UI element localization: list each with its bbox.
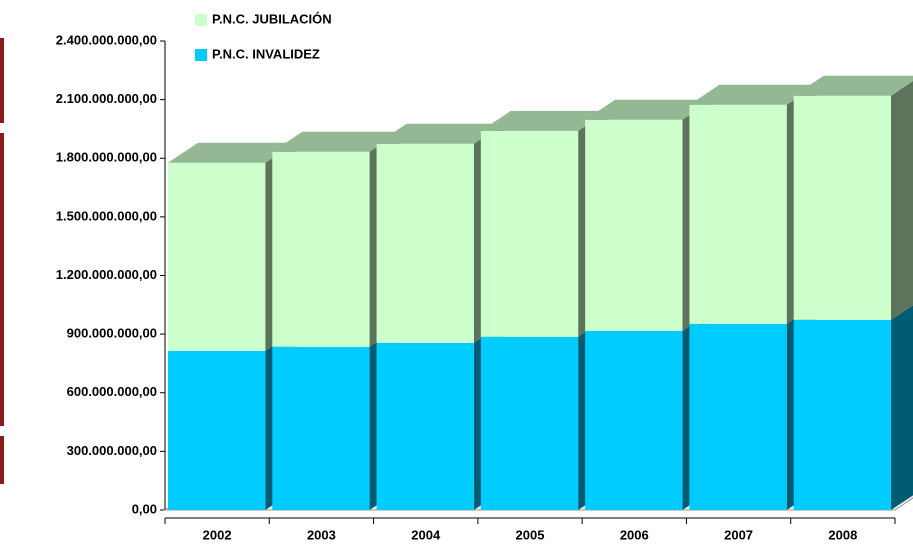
bar (480, 336, 579, 510)
decoration (0, 133, 4, 426)
x-tick-label: 2007 (724, 527, 753, 542)
bar (585, 119, 683, 331)
bar (480, 130, 579, 337)
legend-swatch (195, 49, 207, 61)
y-tick-label: 600.000.000,00 (67, 384, 157, 399)
y-tick-label: 2.400.000.000,00 (56, 32, 157, 47)
y-tick-label: 300.000.000,00 (67, 443, 157, 458)
bar (168, 162, 266, 351)
bar-top (585, 99, 713, 120)
bar-top (168, 142, 296, 163)
bar (585, 330, 683, 510)
legend-label: P.N.C. INVALIDEZ (212, 46, 320, 61)
bar-top (480, 110, 609, 131)
bar (376, 342, 474, 510)
x-tick-label: 2006 (620, 527, 649, 542)
bar (793, 319, 891, 510)
bar-top (376, 123, 504, 144)
bar-top (793, 75, 913, 96)
bar (272, 346, 370, 510)
bar (168, 350, 266, 510)
y-tick-label: 1.500.000.000,00 (56, 208, 157, 223)
x-tick-label: 2002 (203, 527, 232, 542)
y-tick-label: 2.100.000.000,00 (56, 91, 157, 106)
bar-top (272, 131, 400, 152)
bar (272, 151, 370, 347)
legend-label: P.N.C. JUBILACIÓN (212, 11, 332, 26)
y-tick-label: 900.000.000,00 (67, 326, 157, 341)
y-tick-label: 1.800.000.000,00 (56, 150, 157, 165)
x-tick-label: 2003 (307, 527, 336, 542)
x-tick-label: 2005 (516, 527, 545, 542)
bar (376, 143, 474, 343)
bar (793, 95, 891, 320)
y-tick-label: 1.200.000.000,00 (56, 267, 157, 282)
x-tick-label: 2004 (411, 527, 441, 542)
decoration (0, 436, 4, 484)
bar (689, 323, 787, 510)
decoration (0, 38, 4, 123)
x-tick-label: 2008 (828, 527, 857, 542)
y-tick-label: 0,00 (132, 501, 157, 516)
bar-side (891, 305, 913, 510)
bar-side (891, 81, 913, 320)
bar (689, 104, 787, 324)
legend-swatch (195, 14, 207, 26)
bar-top (689, 84, 817, 105)
